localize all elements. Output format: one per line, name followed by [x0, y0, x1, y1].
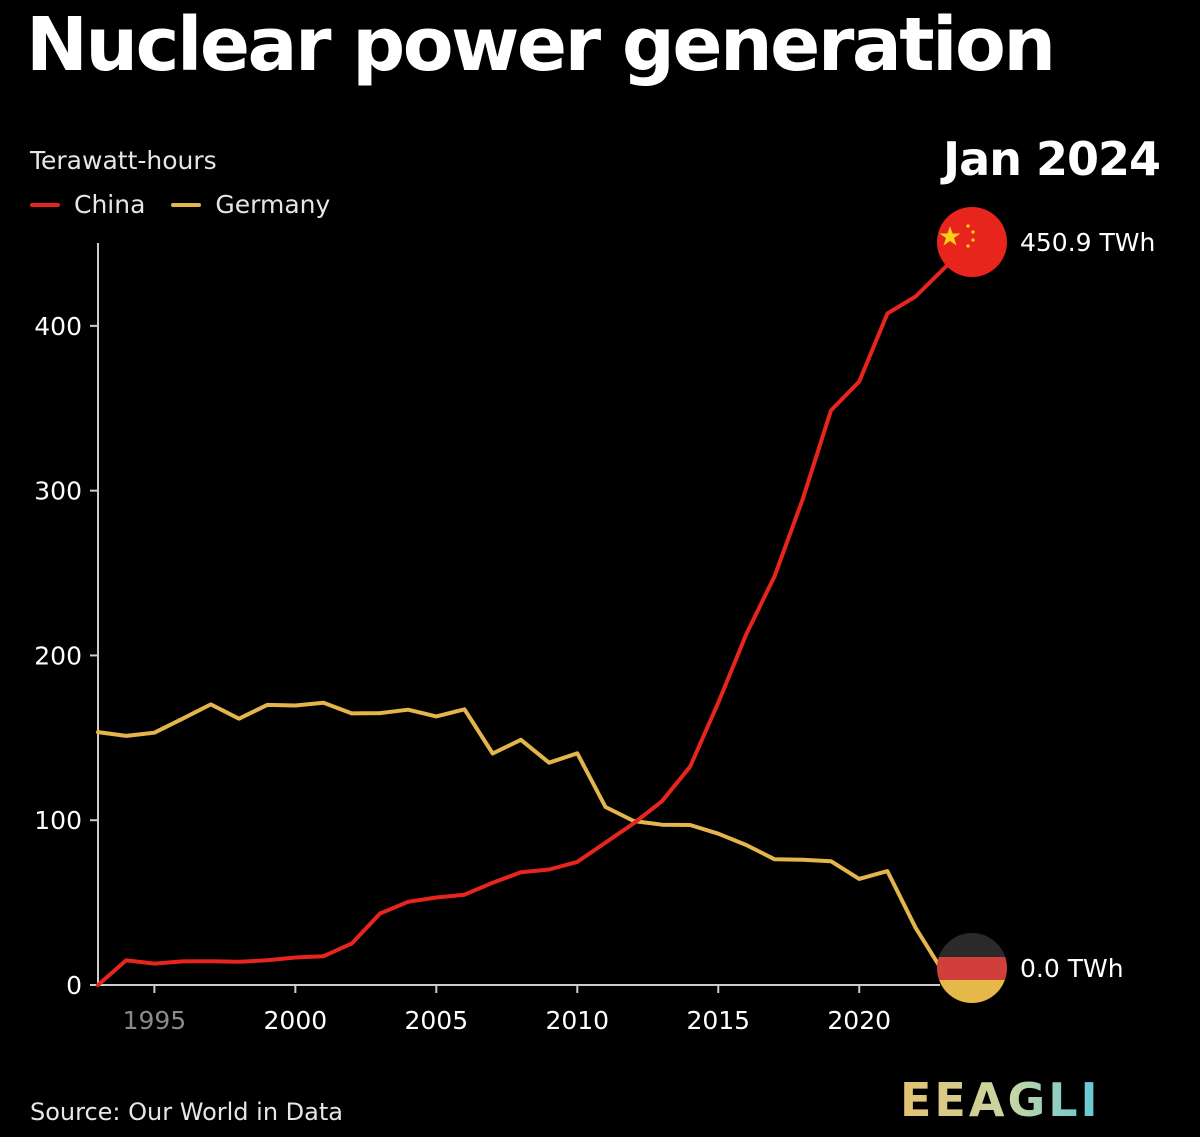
legend: China Germany [30, 190, 356, 219]
y-ticks: 0 100 200 300 400 [34, 312, 98, 1000]
legend-label-china: China [74, 190, 146, 219]
x-tick-label: 2010 [545, 1006, 609, 1035]
star-icon [939, 226, 961, 246]
brand-logo-text: EEAGLI [900, 1076, 1101, 1124]
y-tick-label: 0 [66, 971, 82, 1000]
x-tick-label: 2020 [827, 1006, 891, 1035]
y-axis-label: Terawatt-hours [30, 146, 217, 175]
series-line-china [96, 240, 974, 987]
page-title: Nuclear power generation [26, 2, 1056, 88]
date-label: Jan 2024 [943, 132, 1161, 186]
legend-swatch-china [30, 202, 60, 207]
china-end-label: 450.9 TWh [1020, 228, 1155, 257]
x-tick-label: 1995 [123, 1006, 187, 1035]
y-tick-label: 100 [34, 806, 82, 835]
x-ticks: 1995 2000 2005 2010 2015 2020 [123, 985, 891, 1035]
series-line-germany [96, 700, 974, 987]
x-tick-label: 2000 [264, 1006, 328, 1035]
brand-logo: EEAGLI [900, 1076, 1101, 1124]
source-note: Source: Our World in Data [30, 1098, 343, 1126]
legend-label-germany: Germany [215, 190, 331, 219]
china-flag-icon [937, 207, 1007, 277]
y-tick-label: 200 [34, 641, 82, 670]
legend-item-germany[interactable]: Germany [171, 190, 330, 219]
y-tick-label: 400 [34, 312, 82, 341]
y-tick-label: 300 [34, 477, 82, 506]
legend-swatch-germany [171, 202, 202, 207]
x-tick-label: 2015 [686, 1006, 750, 1035]
germany-flag-icon [937, 933, 1007, 1003]
x-tick-label: 2005 [405, 1006, 469, 1035]
legend-item-china[interactable]: China [30, 190, 145, 219]
germany-end-label: 0.0 TWh [1020, 954, 1124, 983]
